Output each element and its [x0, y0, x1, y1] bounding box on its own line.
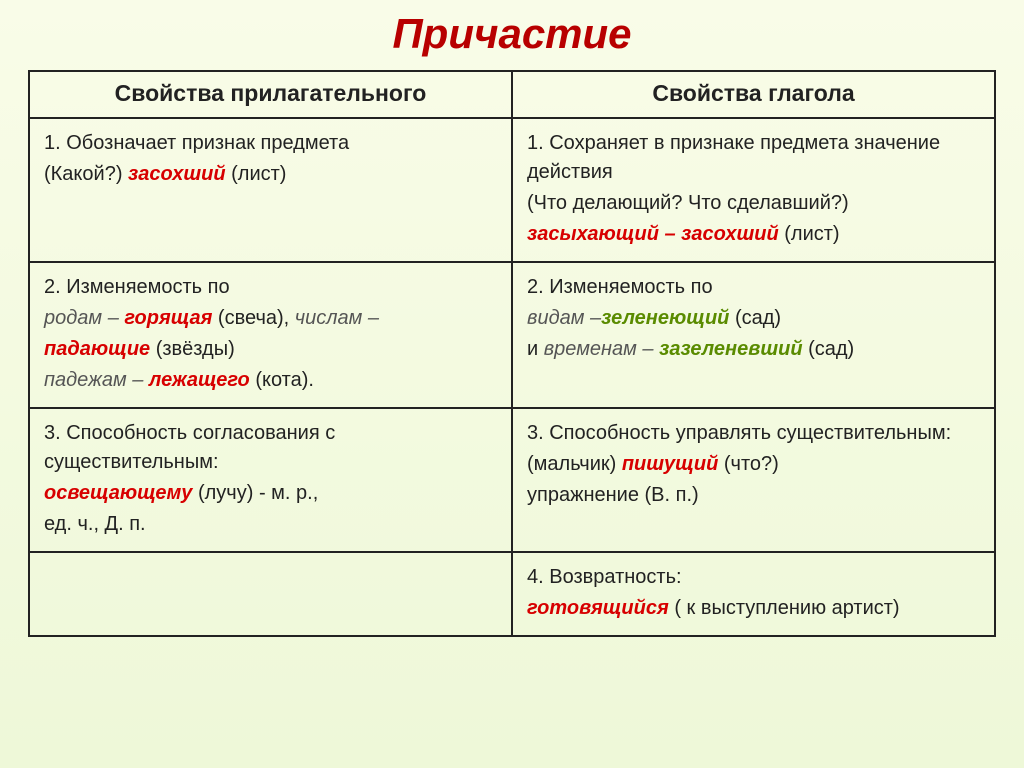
text: 1. Обозначает признак предмета: [44, 132, 349, 154]
cell-verb-4: 4. Возвратность: готовящийся ( к выступл…: [512, 552, 995, 636]
italic-text: падежам –: [44, 369, 149, 391]
slide-title: Причастие: [28, 10, 996, 58]
table-row: 3. Способность согласования с существите…: [29, 408, 995, 552]
text: ед. ч., Д. п.: [44, 513, 146, 535]
cell-verb-3: 3. Способность управлять существительным…: [512, 408, 995, 552]
table-row: 1. Обозначает признак предмета (Какой?) …: [29, 118, 995, 262]
text: 3. Способность согласования с существите…: [44, 422, 335, 473]
keyword: засохший: [128, 163, 226, 185]
keyword-green: зеленеющий: [601, 307, 729, 329]
keyword: пишущий: [622, 453, 718, 475]
text: (лучу) - м. р.,: [192, 482, 318, 504]
text: 2. Изменяемость по: [527, 276, 713, 298]
text: (сад): [803, 338, 855, 360]
header-right: Свойства глагола: [512, 71, 995, 118]
text: (звёзды): [150, 338, 235, 360]
text: (что?): [718, 453, 778, 475]
italic-text: числам –: [295, 307, 379, 329]
text: (лист): [779, 223, 840, 245]
text: упражнение (В. п.): [527, 484, 699, 506]
text: (лист): [226, 163, 287, 185]
keyword: освещающему: [44, 482, 192, 504]
keyword: падающие: [44, 338, 150, 360]
cell-adj-2: 2. Изменяемость по родам – горящая (свеч…: [29, 262, 512, 408]
text: 2. Изменяемость по: [44, 276, 230, 298]
cell-adj-1: 1. Обозначает признак предмета (Какой?) …: [29, 118, 512, 262]
slide: Причастие Свойства прилагательного Свойс…: [0, 0, 1024, 768]
table-row: 2. Изменяемость по родам – горящая (свеч…: [29, 262, 995, 408]
keyword: засыхающий – засохший: [527, 223, 779, 245]
keyword: лежащего: [149, 369, 250, 391]
text: (кота).: [250, 369, 314, 391]
keyword: горящая: [124, 307, 212, 329]
italic-text: временам –: [544, 338, 659, 360]
italic-text: видам –: [527, 307, 601, 329]
text: (сад): [729, 307, 781, 329]
italic-text: родам –: [44, 307, 124, 329]
comparison-table: Свойства прилагательного Свойства глагол…: [28, 70, 996, 637]
cell-verb-1: 1. Сохраняет в признаке предмета значени…: [512, 118, 995, 262]
text: (Какой?): [44, 163, 128, 185]
text: ( к выступлению артист): [669, 597, 900, 619]
header-left: Свойства прилагательного: [29, 71, 512, 118]
text: (свеча),: [212, 307, 294, 329]
keyword-green: зазеленевший: [659, 338, 802, 360]
text: (Что делающий? Что сделавший?): [527, 192, 849, 214]
text: (мальчик): [527, 453, 622, 475]
text: и: [527, 338, 544, 360]
text: 1. Сохраняет в признаке предмета значени…: [527, 132, 940, 183]
text: 3. Способность управлять существительным…: [527, 422, 951, 444]
cell-adj-3: 3. Способность согласования с существите…: [29, 408, 512, 552]
table-row: 4. Возвратность: готовящийся ( к выступл…: [29, 552, 995, 636]
cell-adj-4: [29, 552, 512, 636]
text: 4. Возвратность:: [527, 566, 682, 588]
keyword: готовящийся: [527, 597, 669, 619]
cell-verb-2: 2. Изменяемость по видам –зеленеющий (са…: [512, 262, 995, 408]
